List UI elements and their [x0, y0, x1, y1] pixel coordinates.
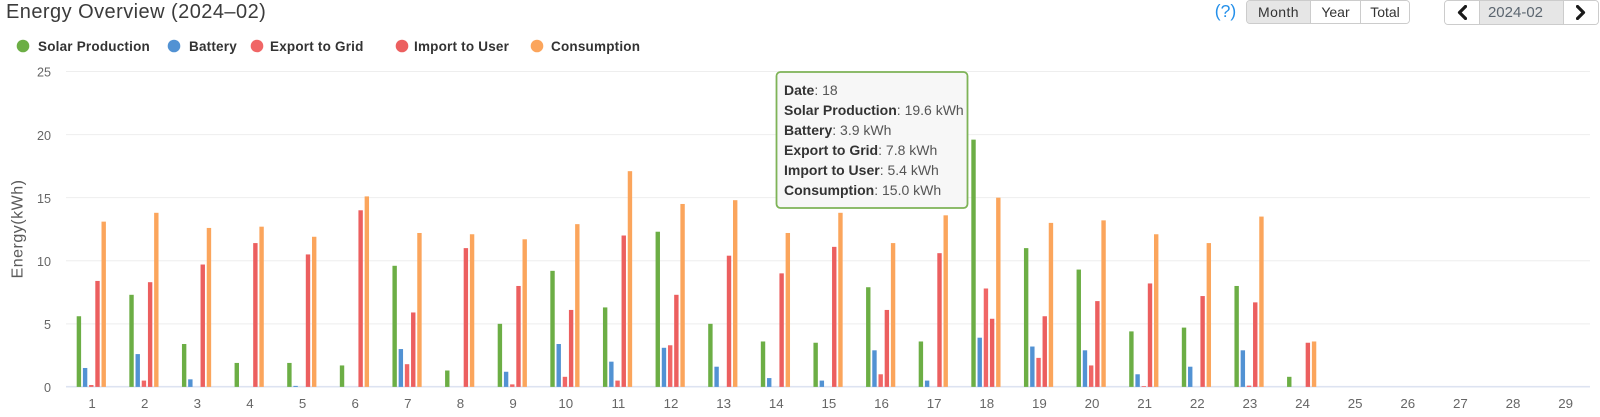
svg-text:27: 27 [1453, 396, 1468, 411]
svg-text:12: 12 [664, 396, 679, 411]
svg-text:0: 0 [44, 381, 51, 395]
svg-text:Import to User: Import to User [414, 39, 510, 54]
svg-text:Battery: 3.9 kWh: Battery: 3.9 kWh [784, 122, 891, 138]
svg-text:10: 10 [37, 255, 51, 269]
svg-text:18: 18 [979, 396, 994, 411]
svg-text:Solar Production: Solar Production [38, 39, 150, 54]
svg-text:17: 17 [927, 396, 942, 411]
svg-text:13: 13 [716, 396, 731, 411]
svg-text:5: 5 [299, 396, 306, 411]
svg-text:26: 26 [1400, 396, 1415, 411]
svg-text:Battery: Battery [189, 39, 237, 54]
svg-text:10: 10 [558, 396, 573, 411]
svg-text:6: 6 [352, 396, 359, 411]
svg-text:28: 28 [1506, 396, 1521, 411]
svg-text:24: 24 [1295, 396, 1310, 411]
svg-text:Consumption: Consumption [551, 39, 640, 54]
svg-text:Energy(kWh): Energy(kWh) [10, 180, 27, 279]
svg-text:Export to Grid: Export to Grid [270, 39, 364, 54]
svg-text:7: 7 [404, 396, 411, 411]
svg-text:25: 25 [37, 66, 51, 80]
svg-text:14: 14 [769, 396, 784, 411]
svg-text:19: 19 [1032, 396, 1047, 411]
svg-text:29: 29 [1558, 396, 1573, 411]
svg-text:9: 9 [509, 396, 516, 411]
svg-text:22: 22 [1190, 396, 1205, 411]
svg-text:3: 3 [194, 396, 201, 411]
svg-text:Import to User: 5.4 kWh: Import to User: 5.4 kWh [784, 162, 939, 178]
svg-text:20: 20 [37, 129, 51, 143]
svg-text:23: 23 [1242, 396, 1257, 411]
svg-text:21: 21 [1137, 396, 1152, 411]
svg-text:25: 25 [1348, 396, 1363, 411]
svg-text:Export to Grid: 7.8 kWh: Export to Grid: 7.8 kWh [784, 142, 937, 158]
svg-text:Solar Production: 19.6 kWh: Solar Production: 19.6 kWh [784, 102, 964, 118]
svg-text:16: 16 [874, 396, 889, 411]
svg-text:1: 1 [88, 396, 95, 411]
svg-text:20: 20 [1085, 396, 1100, 411]
svg-text:15: 15 [821, 396, 836, 411]
svg-text:8: 8 [457, 396, 464, 411]
svg-text:11: 11 [611, 396, 625, 411]
svg-text:2: 2 [141, 396, 148, 411]
svg-text:4: 4 [246, 396, 253, 411]
svg-text:15: 15 [37, 192, 51, 206]
svg-text:5: 5 [44, 318, 51, 332]
svg-text:Consumption: 15.0 kWh: Consumption: 15.0 kWh [784, 182, 941, 198]
svg-text:Date: 18: Date: 18 [784, 82, 838, 98]
